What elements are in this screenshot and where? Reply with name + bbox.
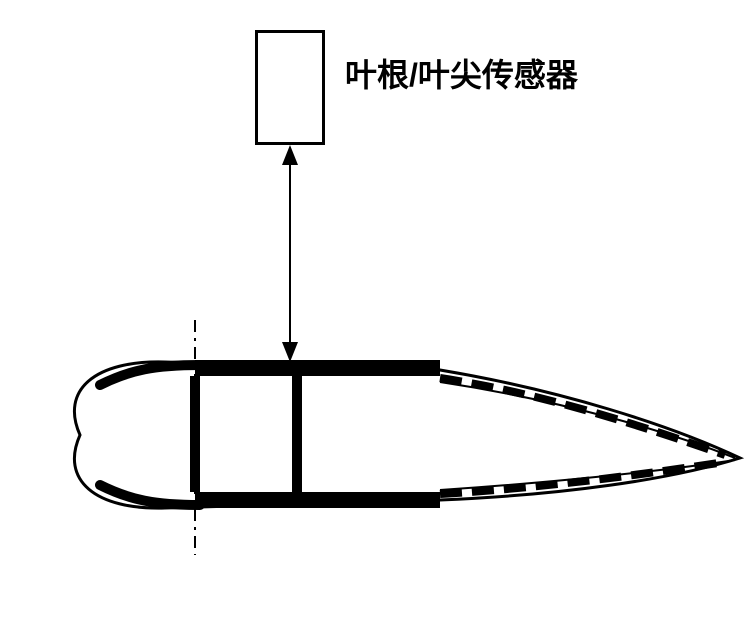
airfoil-outline [74,362,740,508]
spar-web-rear [292,376,302,492]
inner-bottom-line [440,460,735,490]
diagram-svg [0,0,756,618]
spar-web-front [190,376,200,492]
measurement-arrow [282,145,298,362]
spar-cap-top [195,360,440,376]
spar-cap-bottom [195,492,440,508]
